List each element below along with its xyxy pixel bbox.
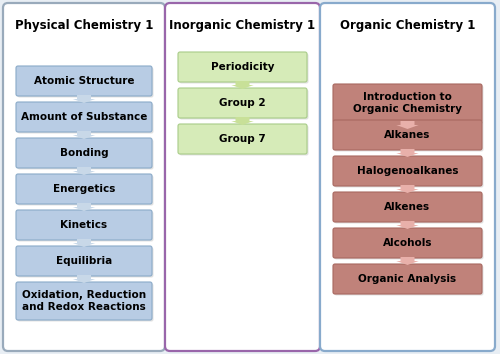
- Text: Alcohols: Alcohols: [383, 238, 432, 248]
- FancyBboxPatch shape: [18, 103, 154, 133]
- FancyBboxPatch shape: [334, 158, 484, 188]
- Text: Organic Analysis: Organic Analysis: [358, 274, 456, 284]
- Text: Oxidation, Reduction
and Redox Reactions: Oxidation, Reduction and Redox Reactions: [22, 290, 146, 312]
- FancyBboxPatch shape: [333, 84, 482, 122]
- FancyBboxPatch shape: [18, 139, 154, 170]
- FancyBboxPatch shape: [18, 211, 154, 241]
- Polygon shape: [73, 239, 95, 247]
- Text: Periodicity: Periodicity: [211, 62, 274, 72]
- Text: Inorganic Chemistry 1: Inorganic Chemistry 1: [170, 19, 316, 33]
- Text: Amount of Substance: Amount of Substance: [21, 112, 147, 122]
- FancyBboxPatch shape: [180, 126, 308, 155]
- Text: Alkanes: Alkanes: [384, 130, 430, 140]
- Polygon shape: [396, 257, 418, 265]
- FancyBboxPatch shape: [16, 66, 152, 96]
- Polygon shape: [232, 117, 254, 125]
- FancyBboxPatch shape: [180, 53, 308, 84]
- Polygon shape: [396, 121, 418, 129]
- FancyBboxPatch shape: [333, 228, 482, 258]
- Text: Group 2: Group 2: [219, 98, 266, 108]
- FancyBboxPatch shape: [178, 124, 307, 154]
- Text: Introduction to
Organic Chemistry: Introduction to Organic Chemistry: [353, 92, 462, 114]
- Text: Halogenoalkanes: Halogenoalkanes: [357, 166, 458, 176]
- Polygon shape: [73, 167, 95, 175]
- FancyBboxPatch shape: [16, 174, 152, 204]
- FancyBboxPatch shape: [320, 3, 495, 351]
- FancyBboxPatch shape: [18, 284, 154, 321]
- Polygon shape: [232, 81, 254, 89]
- Polygon shape: [73, 95, 95, 103]
- Text: Group 7: Group 7: [219, 134, 266, 144]
- Text: Equilibria: Equilibria: [56, 256, 112, 266]
- FancyBboxPatch shape: [334, 194, 484, 223]
- FancyBboxPatch shape: [18, 247, 154, 278]
- FancyBboxPatch shape: [16, 246, 152, 276]
- FancyBboxPatch shape: [18, 68, 154, 97]
- Text: Kinetics: Kinetics: [60, 220, 108, 230]
- FancyBboxPatch shape: [333, 264, 482, 294]
- FancyBboxPatch shape: [165, 3, 320, 351]
- Polygon shape: [73, 131, 95, 139]
- FancyBboxPatch shape: [334, 86, 484, 124]
- Text: Alkenes: Alkenes: [384, 202, 430, 212]
- FancyBboxPatch shape: [180, 90, 308, 120]
- FancyBboxPatch shape: [178, 88, 307, 118]
- FancyBboxPatch shape: [16, 102, 152, 132]
- FancyBboxPatch shape: [334, 121, 484, 152]
- FancyBboxPatch shape: [16, 138, 152, 168]
- FancyBboxPatch shape: [334, 229, 484, 259]
- FancyBboxPatch shape: [334, 266, 484, 296]
- Polygon shape: [396, 185, 418, 193]
- FancyBboxPatch shape: [333, 120, 482, 150]
- Text: Energetics: Energetics: [53, 184, 115, 194]
- Polygon shape: [396, 221, 418, 229]
- FancyBboxPatch shape: [333, 192, 482, 222]
- Polygon shape: [396, 149, 418, 157]
- Text: Physical Chemistry 1: Physical Chemistry 1: [15, 19, 153, 33]
- Text: Bonding: Bonding: [60, 148, 108, 158]
- Polygon shape: [73, 203, 95, 211]
- Text: Organic Chemistry 1: Organic Chemistry 1: [340, 19, 475, 33]
- Text: Atomic Structure: Atomic Structure: [34, 76, 134, 86]
- FancyBboxPatch shape: [16, 282, 152, 320]
- FancyBboxPatch shape: [333, 156, 482, 186]
- FancyBboxPatch shape: [18, 176, 154, 206]
- FancyBboxPatch shape: [178, 52, 307, 82]
- FancyBboxPatch shape: [16, 210, 152, 240]
- FancyBboxPatch shape: [3, 3, 165, 351]
- Polygon shape: [73, 275, 95, 283]
